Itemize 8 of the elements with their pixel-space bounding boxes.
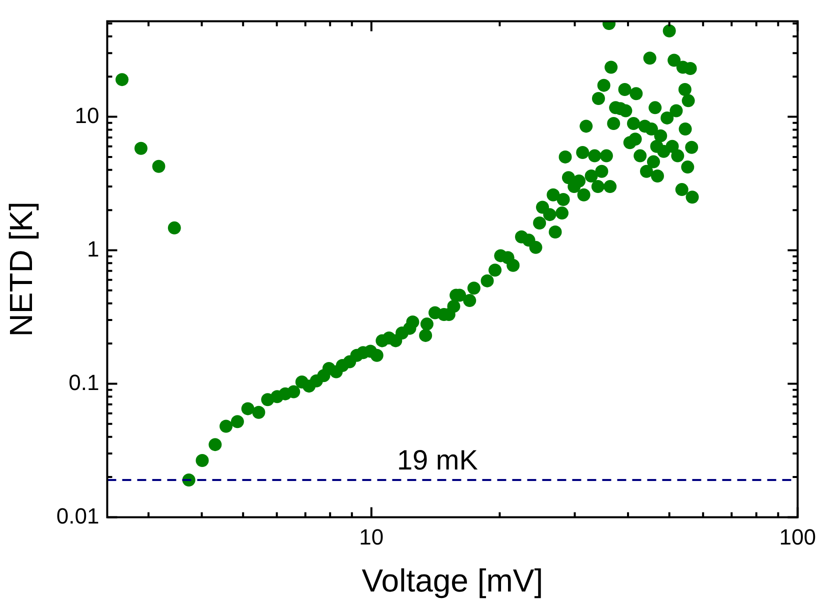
y-axis-title: NETD [K] <box>3 202 40 337</box>
x-axis-title: Voltage [mV] <box>362 562 544 599</box>
y-tick-label: 1 <box>86 236 100 262</box>
ref-line-label: 19 mK <box>396 444 478 476</box>
y-tick-label: 0.01 <box>56 503 100 528</box>
y-tick-label: 10 <box>74 102 100 128</box>
x-tick-label: 100 <box>779 524 816 550</box>
y-tick-label: 0.1 <box>68 370 100 395</box>
